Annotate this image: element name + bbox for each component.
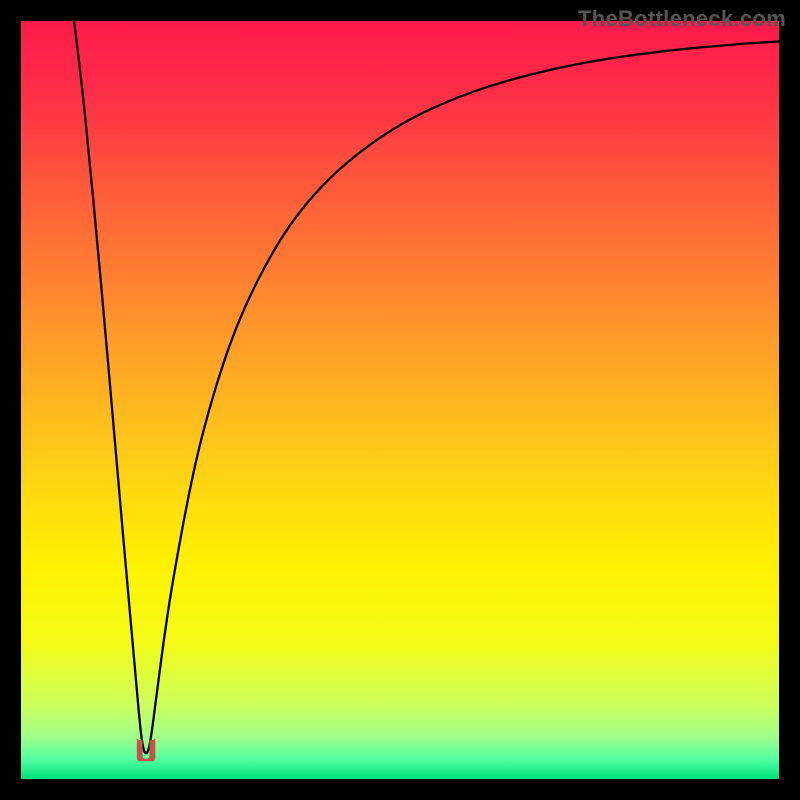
watermark-text: TheBottleneck.com [578, 6, 786, 32]
chart-frame: TheBottleneck.com [0, 0, 800, 800]
bottleneck-curve-chart [0, 0, 800, 800]
